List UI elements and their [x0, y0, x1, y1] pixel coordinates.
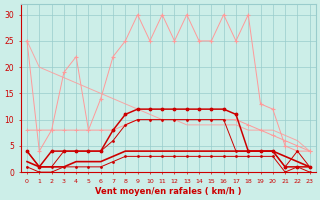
X-axis label: Vent moyen/en rafales ( km/h ): Vent moyen/en rafales ( km/h ) — [95, 187, 242, 196]
